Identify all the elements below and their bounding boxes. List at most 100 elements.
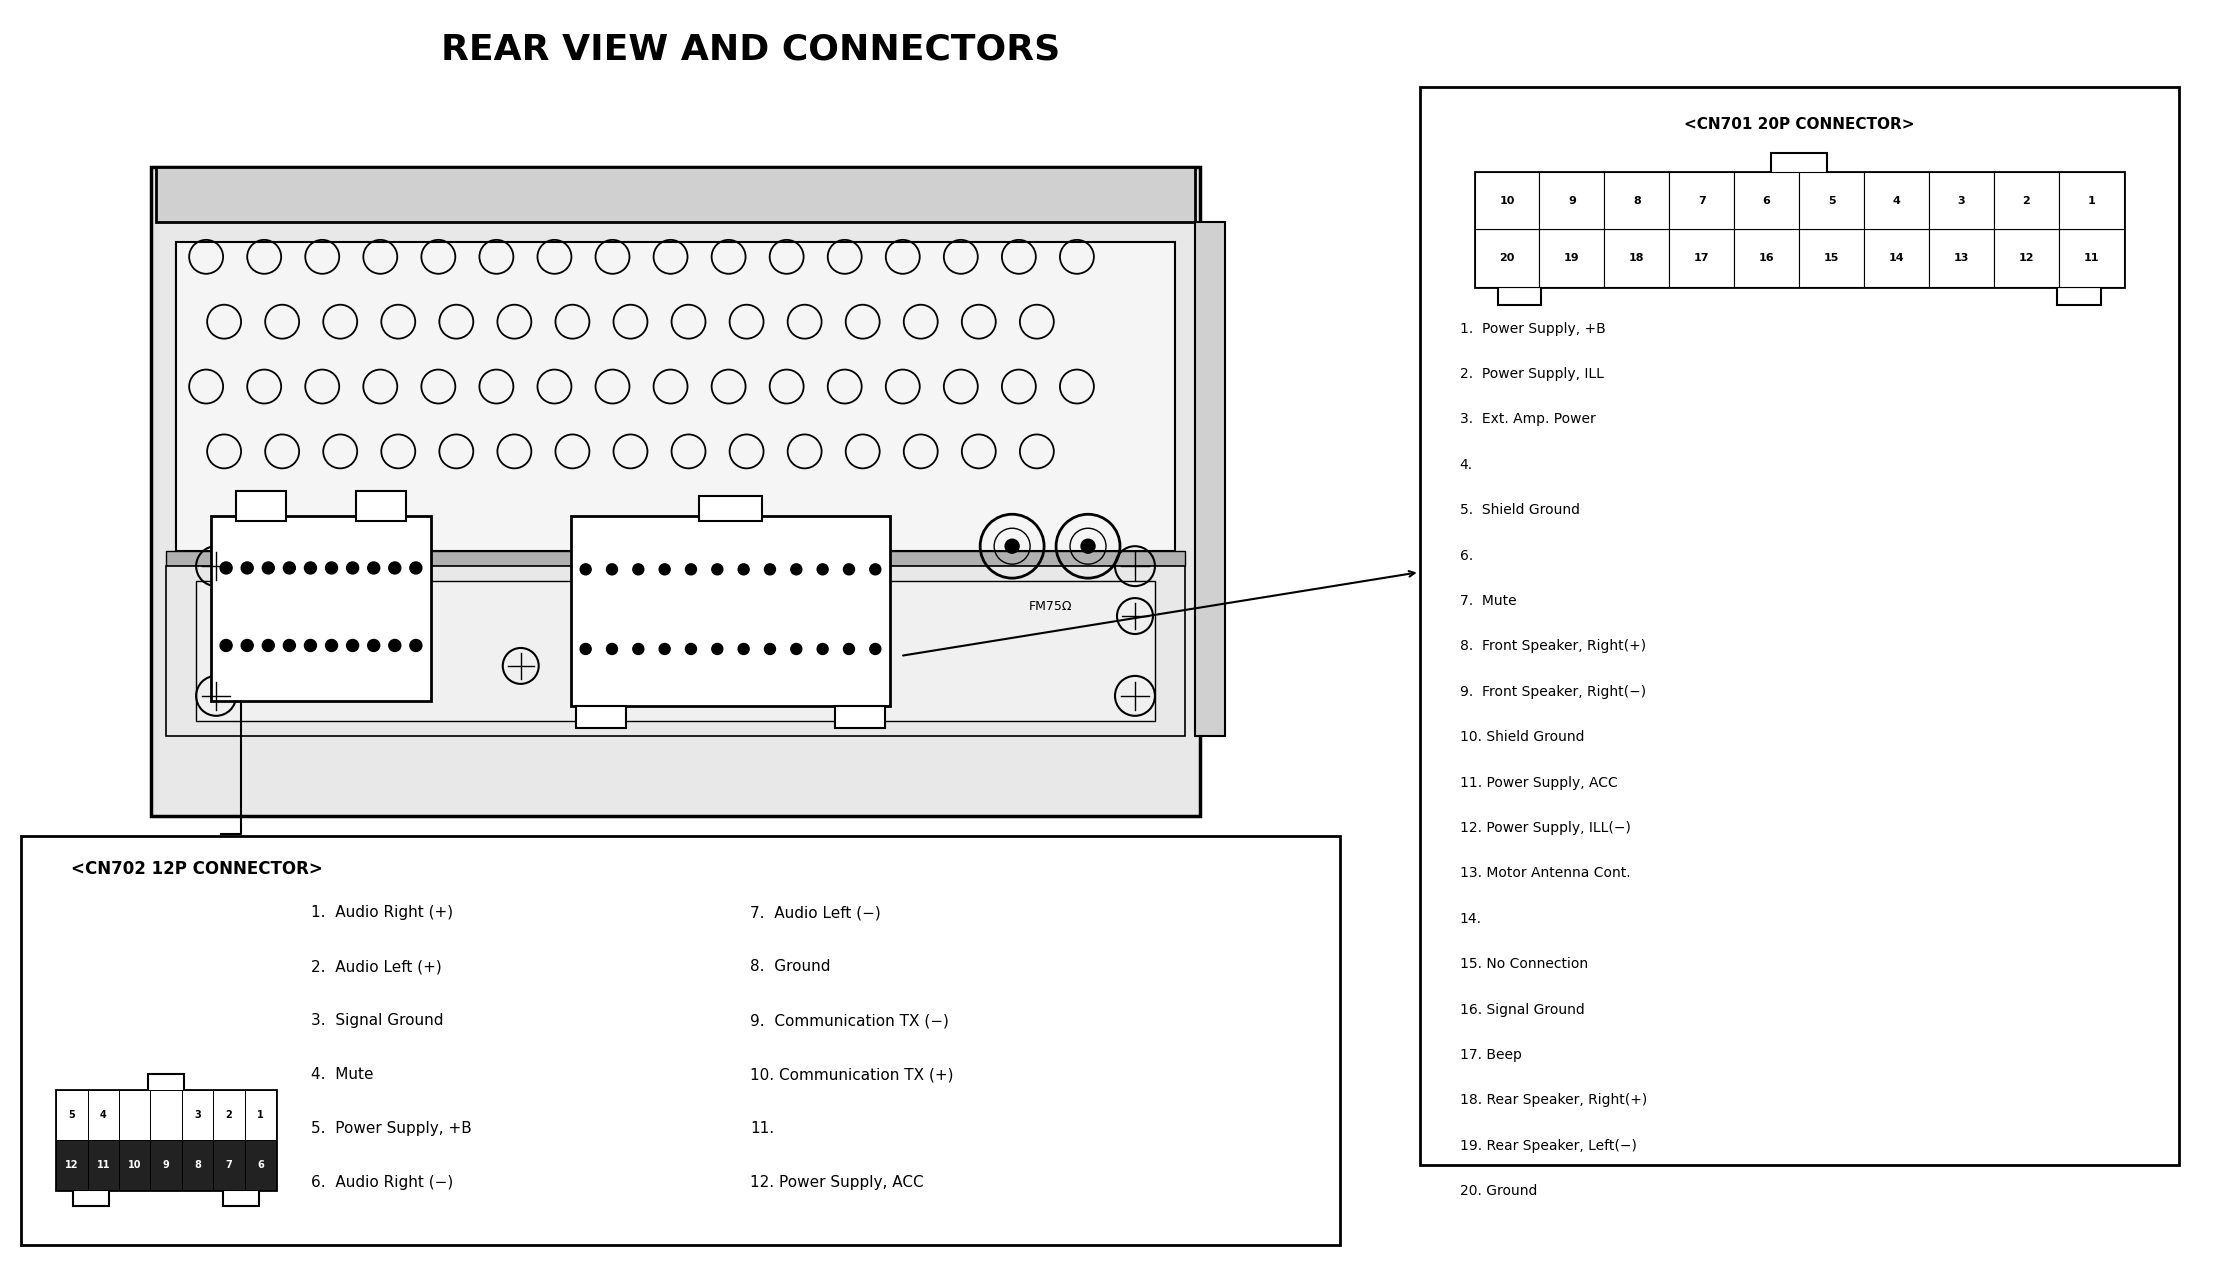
Bar (1930, 229, 1994, 287)
Text: 10. Communication TX (+): 10. Communication TX (+) (750, 1067, 955, 1082)
Bar (56, 1090, 276, 1190)
Bar (87, 1139, 120, 1190)
Text: 9.  Communication TX (−): 9. Communication TX (−) (750, 1013, 948, 1028)
Bar (183, 1139, 214, 1190)
Bar (1670, 229, 1734, 287)
Bar (223, 1190, 258, 1205)
Bar (1195, 222, 1224, 736)
Bar (1605, 172, 1670, 229)
Bar (2059, 172, 2124, 229)
Bar (156, 167, 1195, 222)
Text: 2.  Audio Left (+): 2. Audio Left (+) (312, 960, 441, 975)
Text: 20. Ground: 20. Ground (1460, 1184, 1536, 1199)
Text: 14: 14 (1888, 253, 1903, 263)
Circle shape (410, 639, 423, 652)
Bar (1994, 172, 2059, 229)
Text: 4.  Mute: 4. Mute (312, 1067, 374, 1082)
Text: REAR VIEW AND CONNECTORS: REAR VIEW AND CONNECTORS (441, 33, 1060, 66)
Text: 10: 10 (1500, 196, 1514, 205)
Bar (56, 1090, 87, 1139)
Bar (1540, 229, 1605, 287)
Bar (167, 566, 1184, 736)
Bar (196, 581, 1155, 720)
Bar (176, 242, 1175, 551)
Bar (22, 836, 1340, 1244)
Text: 4: 4 (1892, 196, 1901, 205)
Bar (356, 491, 405, 522)
Circle shape (817, 643, 828, 655)
Circle shape (305, 639, 316, 652)
Circle shape (790, 643, 801, 655)
Circle shape (817, 563, 828, 575)
Text: 6: 6 (1763, 196, 1770, 205)
Circle shape (220, 639, 232, 652)
Circle shape (367, 639, 381, 652)
Bar (2059, 229, 2124, 287)
Circle shape (220, 562, 232, 573)
Text: <CN701 20P CONNECTOR>: <CN701 20P CONNECTOR> (1683, 118, 1914, 132)
Circle shape (581, 643, 592, 655)
Bar (1474, 172, 1540, 229)
Text: 19. Rear Speaker, Left(−): 19. Rear Speaker, Left(−) (1460, 1139, 1636, 1153)
Bar (214, 1139, 245, 1190)
Text: 11. Power Supply, ACC: 11. Power Supply, ACC (1460, 776, 1618, 790)
Text: 1.  Audio Right (+): 1. Audio Right (+) (312, 905, 454, 920)
Text: 18: 18 (1629, 253, 1645, 263)
Text: 20: 20 (1500, 253, 1514, 263)
Text: 8: 8 (1634, 196, 1641, 205)
Text: 12. Power Supply, ILL(−): 12. Power Supply, ILL(−) (1460, 822, 1629, 836)
Bar (1670, 172, 1734, 229)
Bar (1772, 153, 1828, 175)
Text: 15: 15 (1823, 253, 1839, 263)
Text: 3: 3 (1957, 196, 1966, 205)
Bar (87, 1090, 120, 1139)
Text: 4.: 4. (1460, 458, 1474, 472)
Bar (1540, 172, 1605, 229)
Circle shape (347, 562, 358, 573)
Bar (2057, 287, 2101, 305)
Text: FM75Ω: FM75Ω (1028, 600, 1073, 613)
Circle shape (347, 639, 358, 652)
Text: 9: 9 (162, 1160, 169, 1170)
Bar (1863, 229, 1930, 287)
Circle shape (390, 639, 401, 652)
Circle shape (632, 563, 643, 575)
Text: 11: 11 (96, 1160, 109, 1170)
Bar (1994, 229, 2059, 287)
Circle shape (283, 562, 296, 573)
Circle shape (283, 639, 296, 652)
Circle shape (870, 563, 881, 575)
Circle shape (632, 643, 643, 655)
Circle shape (712, 563, 723, 575)
Text: 6.  Audio Right (−): 6. Audio Right (−) (312, 1175, 454, 1190)
Circle shape (844, 643, 855, 655)
Text: 6: 6 (256, 1160, 263, 1170)
Bar (245, 1139, 276, 1190)
Text: 3: 3 (194, 1110, 200, 1120)
Text: 7: 7 (1698, 196, 1705, 205)
Bar (570, 517, 890, 706)
Circle shape (686, 643, 697, 655)
Bar (73, 1190, 109, 1205)
Bar (56, 1139, 87, 1190)
Text: 11: 11 (2084, 253, 2099, 263)
Text: 1.  Power Supply, +B: 1. Power Supply, +B (1460, 322, 1605, 335)
Bar (183, 1090, 214, 1139)
Text: 7: 7 (225, 1160, 232, 1170)
Text: 3.  Ext. Amp. Power: 3. Ext. Amp. Power (1460, 413, 1596, 427)
Text: 6.: 6. (1460, 548, 1474, 562)
Text: 2: 2 (225, 1110, 232, 1120)
Text: 8.  Ground: 8. Ground (750, 960, 830, 975)
Text: 8.  Front Speaker, Right(+): 8. Front Speaker, Right(+) (1460, 639, 1645, 653)
Circle shape (739, 643, 750, 655)
Text: 3.  Signal Ground: 3. Signal Ground (312, 1013, 443, 1028)
Bar (151, 1139, 183, 1190)
Text: 4: 4 (100, 1110, 107, 1120)
Bar (1498, 287, 1540, 305)
Circle shape (605, 563, 617, 575)
Bar (214, 1090, 245, 1139)
Text: 1: 1 (256, 1110, 263, 1120)
Circle shape (844, 563, 855, 575)
Circle shape (581, 563, 592, 575)
Text: 2: 2 (2023, 196, 2030, 205)
